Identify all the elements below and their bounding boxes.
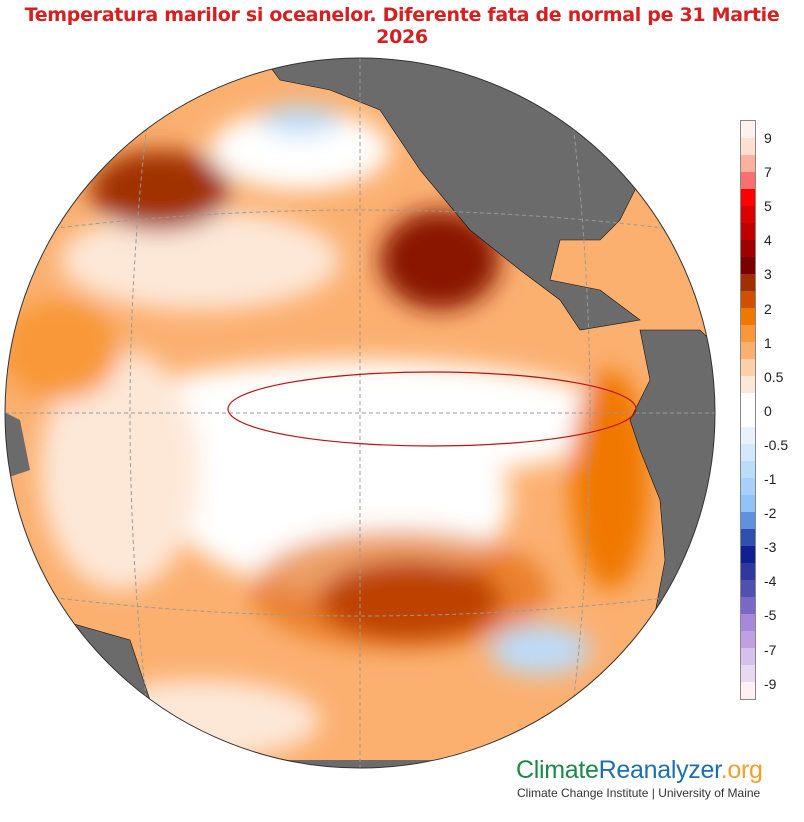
color-swatch: [741, 478, 755, 495]
color-scale-bar: [740, 120, 756, 700]
color-swatch: [741, 648, 755, 665]
color-swatch: [741, 121, 755, 138]
brand-subtitle: Climate Change Institute | University of…: [517, 786, 761, 800]
color-swatch: [741, 138, 755, 155]
color-swatch: [741, 665, 755, 682]
color-swatch: [741, 376, 755, 393]
color-swatch: [741, 223, 755, 240]
color-swatch: [741, 461, 755, 478]
color-swatch: [741, 155, 755, 172]
scale-label: -1: [764, 471, 777, 487]
scale-label: -4: [764, 573, 777, 590]
globe-map: [4, 57, 716, 769]
brand-part2: Reanalyzer: [598, 756, 721, 784]
brand-logo: ClimateReanalyzer.org: [516, 756, 763, 785]
color-swatch: [741, 512, 755, 529]
color-swatch: [741, 529, 755, 546]
scale-label: 3: [764, 266, 772, 283]
scale-label: -3: [764, 539, 777, 556]
color-swatch: [741, 614, 755, 631]
scale-label: 5: [764, 198, 772, 215]
color-swatch: [741, 427, 755, 444]
color-swatch: [741, 393, 755, 410]
scale-label: 4: [764, 232, 772, 249]
color-swatch: [741, 308, 755, 325]
color-swatch: [741, 546, 755, 563]
antarctica-land: [200, 760, 520, 768]
scale-label: 0: [764, 402, 772, 419]
color-swatch: [741, 597, 755, 614]
color-swatch: [741, 359, 755, 376]
scale-label: 9: [764, 130, 772, 146]
color-swatch: [741, 444, 755, 461]
color-swatch: [741, 274, 755, 291]
color-swatch: [741, 631, 755, 648]
scale-label: 2: [764, 300, 772, 317]
color-swatch: [741, 206, 755, 223]
meridian-line-east: [569, 99, 591, 731]
meridian-line-west: [129, 99, 151, 731]
brand-part1: Climate: [516, 756, 599, 784]
color-swatch: [741, 580, 755, 597]
scale-label: -5: [764, 607, 777, 624]
globe-outline: [4, 57, 716, 769]
color-swatch: [741, 172, 755, 189]
scale-label: -7: [764, 641, 777, 658]
scale-label: 7: [764, 164, 772, 181]
color-swatch: [741, 291, 755, 308]
color-swatch: [741, 240, 755, 257]
nino-region-ellipse: [227, 371, 637, 447]
scale-label: 0.5: [764, 368, 784, 385]
color-swatch: [741, 410, 755, 427]
color-swatch: [741, 257, 755, 274]
color-swatch: [741, 563, 755, 580]
brand-part3: .org: [720, 756, 763, 784]
color-swatch: [741, 189, 755, 206]
color-swatch: [741, 325, 755, 342]
map-title: Temperatura marilor si oceanelor. Difere…: [24, 4, 780, 48]
color-swatch: [741, 682, 755, 699]
scale-label: 1: [764, 334, 772, 351]
scale-label: -2: [764, 505, 777, 522]
color-swatch: [741, 342, 755, 359]
scale-label: -0.5: [764, 436, 789, 453]
color-swatch: [741, 495, 755, 512]
scale-label: -9: [764, 675, 777, 692]
